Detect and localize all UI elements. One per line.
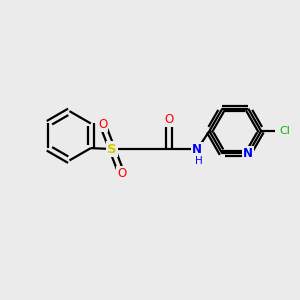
Text: H: H (195, 156, 203, 166)
Text: O: O (117, 167, 126, 180)
Text: S: S (107, 142, 117, 156)
Text: Cl: Cl (279, 126, 290, 136)
Text: O: O (164, 113, 174, 126)
Text: N: N (243, 147, 253, 160)
Text: N: N (192, 142, 203, 156)
Text: O: O (98, 118, 107, 131)
